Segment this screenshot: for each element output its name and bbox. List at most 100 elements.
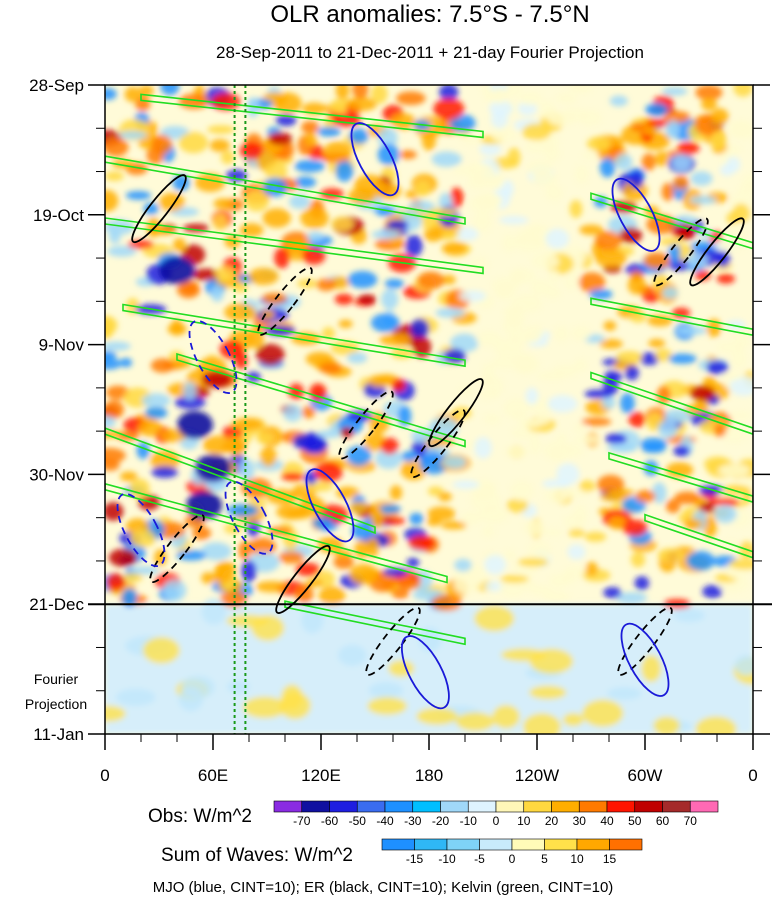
colorbar-swatch [634,800,663,813]
anomaly-patch [658,419,678,439]
anomaly-patch [579,480,596,492]
anomaly-patch [121,588,137,608]
anomaly-patch [107,245,137,257]
anomaly-patch [467,175,488,190]
er-contour [689,217,745,287]
anomaly-patch [483,413,501,425]
anomaly-patch [489,100,513,117]
colorbar-swatch [662,800,691,813]
anomaly-patch [721,427,748,443]
projection-label-line2: Projection [25,696,87,712]
anomaly-patch [452,480,480,489]
anomaly-patch [316,278,336,292]
anomaly-patch [408,535,435,551]
projection-patch [337,644,367,666]
anomaly-patch [512,354,540,375]
y-tick-label: 9-Nov [39,336,85,355]
anomaly-patch [665,120,680,139]
kelvin-contour [105,482,448,584]
anomaly-patch [382,568,408,577]
chart-title: OLR anomalies: 7.5°S - 7.5°N [270,1,589,28]
anomaly-patch [209,139,230,152]
anomaly-patch [472,211,493,233]
colorbar-swatch [511,838,545,851]
anomaly-patch [238,458,255,481]
anomaly-patch [500,574,529,584]
anomaly-patch [335,159,354,182]
colorbar-level-label: 0 [509,852,516,866]
projection-patch [500,648,547,662]
anomaly-patch [449,114,476,132]
anomaly-patch [123,572,143,583]
anomaly-patch [502,234,517,253]
anomaly-patch [426,207,458,217]
anomaly-patch [340,426,354,438]
anomaly-patch [118,130,148,140]
anomaly-patch [261,292,288,305]
anomaly-patch [690,171,713,186]
anomaly-patch [552,364,579,378]
anomaly-patch [274,247,290,269]
anomaly-patch [227,435,245,457]
anomaly-patch [390,113,416,130]
anomaly-patch [615,592,648,604]
anomaly-patch [506,498,529,513]
anomaly-patch [656,385,671,405]
anomaly-patch [141,393,171,408]
anomaly-patch [651,482,667,504]
projection-patch [734,655,753,676]
projection-patch [492,704,520,729]
anomaly-patch [589,289,613,300]
anomaly-patch [231,417,264,431]
anomaly-patch [567,544,586,560]
anomaly-patch [719,164,735,176]
anomaly-patch [295,584,314,604]
anomaly-patch [706,360,729,375]
anomaly-patch [557,444,585,458]
anomaly-patch [281,472,305,481]
anomaly-patch [349,128,369,145]
projection-patch [529,685,567,700]
y-tick-label: 28-Sep [29,76,84,95]
anomaly-patch [305,351,334,367]
anomaly-patch [380,437,399,455]
anomaly-patch [159,256,195,285]
anomaly-patch [555,432,568,443]
y-tick-label: 11-Jan [33,725,84,744]
mjo-contours [116,122,670,710]
anomaly-patch [544,143,561,163]
colorbar-level-label: -15 [406,852,424,866]
kelvin-contour [105,217,484,275]
anomaly-patch [302,102,327,115]
y-axis: 28-Sep 19-Oct 9-Nov 30-Nov 21-Dec 11-Jan [29,76,770,744]
anomaly-patch [657,547,684,563]
anomaly-patch [504,308,526,327]
anomaly-patch [722,484,752,495]
anomaly-patch [301,120,320,134]
mjo-contour [350,122,400,197]
anomaly-patch [609,488,635,497]
anomaly-patch [108,548,138,567]
anomaly-patch [569,200,583,218]
mjo-contour [401,635,450,710]
anomaly-patch [729,558,753,570]
projection-patch [368,682,404,699]
er-contour [617,606,673,676]
anomaly-patch [487,376,504,398]
projection-patch [227,680,250,694]
anomaly-patch [484,554,506,575]
anomaly-patch [441,242,468,255]
mjo-contour [305,468,355,543]
colorbar-level-label: 70 [684,814,698,828]
anomaly-patch [531,252,560,270]
anomaly-patch [501,180,514,198]
anomaly-patch [727,120,752,139]
anomaly-patch [625,365,639,381]
colorbar-level-label: -60 [321,814,339,828]
anomaly-patch [138,85,154,97]
anomaly-patch [454,558,472,572]
projection-patch [607,687,642,700]
projection-patch [474,605,515,632]
anomaly-patch [248,267,279,285]
anomaly-patch [663,111,691,123]
